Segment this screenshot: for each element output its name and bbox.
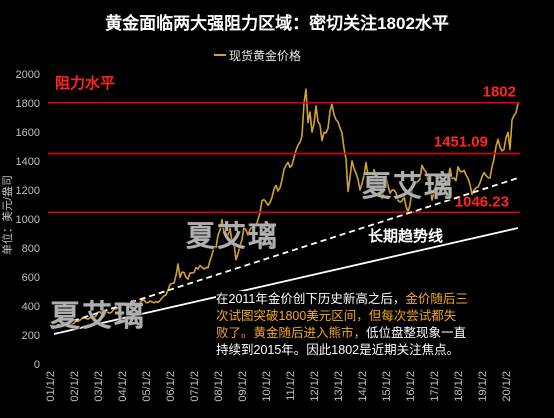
chart-title: 黄金面临两大强阻力区域：密切关注1802水平 bbox=[105, 14, 449, 33]
x-tick-label: 07/1/2 bbox=[189, 371, 201, 402]
y-tick-label: 1800 bbox=[16, 98, 40, 110]
annotation-line: 次试图突破1800美元区间，但每次尝试都失 bbox=[216, 308, 506, 325]
trend-line-label: 长期趋势线 bbox=[368, 227, 443, 245]
x-tick-label: 02/1/2 bbox=[69, 371, 81, 402]
y-axis-label: 单位：美元/盎司 bbox=[0, 175, 14, 255]
y-tick-label: 1400 bbox=[16, 156, 40, 168]
x-tick-label: 10/1/2 bbox=[261, 371, 273, 402]
annotation-highlight-text: 败了。黄金随后进入熊市， bbox=[216, 326, 367, 340]
y-tick-label: 600 bbox=[22, 272, 40, 284]
x-tick-label: 08/1/2 bbox=[213, 371, 225, 402]
annotation-text: 持续到2015年。因此1802是近期关注焦点。 bbox=[216, 343, 460, 357]
x-tick-label: 03/1/2 bbox=[93, 371, 105, 402]
x-tick-label: 16/1/2 bbox=[405, 371, 417, 402]
watermark: 夏艾璃 bbox=[186, 219, 280, 253]
x-tick-label: 09/1/2 bbox=[237, 371, 249, 402]
annotation-line: 持续到2015年。因此1802是近期关注焦点。 bbox=[216, 342, 506, 359]
resistance-value-label: 1802 bbox=[483, 84, 516, 101]
legend-label: 现货黄金价格 bbox=[229, 48, 302, 63]
y-tick-label: 200 bbox=[22, 330, 40, 342]
x-tick-label: 15/1/2 bbox=[381, 371, 393, 402]
x-tick-label: 05/1/2 bbox=[141, 371, 153, 402]
watermark: 夏艾璃 bbox=[50, 299, 146, 334]
y-tick-label: 2000 bbox=[16, 69, 40, 81]
resistance-value-label: 1451.09 bbox=[434, 134, 488, 151]
y-tick-label: 800 bbox=[22, 243, 40, 255]
annotation-line: 败了。黄金随后进入熊市，低位盘整现象一直 bbox=[216, 325, 506, 342]
annotation-highlight-text: 金价随后三 bbox=[405, 292, 468, 306]
y-tick-label: 1000 bbox=[16, 214, 40, 226]
y-tick-label: 400 bbox=[22, 301, 40, 313]
annotation-text: 低位盘整现象一直 bbox=[366, 326, 467, 340]
annotation-box: 在2011年金价创下历史新高之后，金价随后三 次试图突破1800美元区间，但每次尝… bbox=[216, 291, 506, 359]
resistance-title: 阻力水平 bbox=[55, 74, 115, 92]
legend: 现货黄金价格 bbox=[214, 47, 301, 63]
x-tick-label: 20/1/2 bbox=[501, 371, 513, 402]
x-tick-label: 04/1/2 bbox=[117, 371, 129, 402]
x-tick-label: 14/1/2 bbox=[357, 371, 369, 402]
watermark: 夏艾璃 bbox=[362, 169, 456, 203]
y-tick-label: 0 bbox=[34, 359, 40, 371]
x-tick-label: 18/1/2 bbox=[453, 371, 465, 402]
y-tick-label: 1600 bbox=[16, 127, 40, 139]
trend-line-dashed bbox=[53, 177, 519, 328]
y-tick-label: 1200 bbox=[16, 185, 40, 197]
x-tick-label: 11/1/2 bbox=[285, 371, 297, 401]
annotation-highlight-text: 次试图突破1800美元区间，但每次尝试都失 bbox=[216, 309, 457, 323]
annotation-text: 在2011年金价创下历史新高之后， bbox=[216, 292, 406, 306]
x-tick-label: 13/1/2 bbox=[333, 371, 345, 402]
annotation-line: 在2011年金价创下历史新高之后，金价随后三 bbox=[216, 291, 506, 308]
gold-price-series-line bbox=[49, 88, 519, 328]
trend-line-long-term bbox=[53, 227, 519, 335]
x-tick-label: 06/1/2 bbox=[165, 371, 177, 402]
x-tick-label: 17/1/2 bbox=[429, 371, 441, 402]
legend-swatch bbox=[214, 54, 226, 56]
resistance-value-label: 1046.23 bbox=[455, 193, 509, 210]
x-tick-label: 19/1/2 bbox=[477, 371, 489, 402]
x-tick-label: 12/1/2 bbox=[309, 371, 321, 402]
x-tick-label: 01/1/2 bbox=[45, 371, 57, 402]
